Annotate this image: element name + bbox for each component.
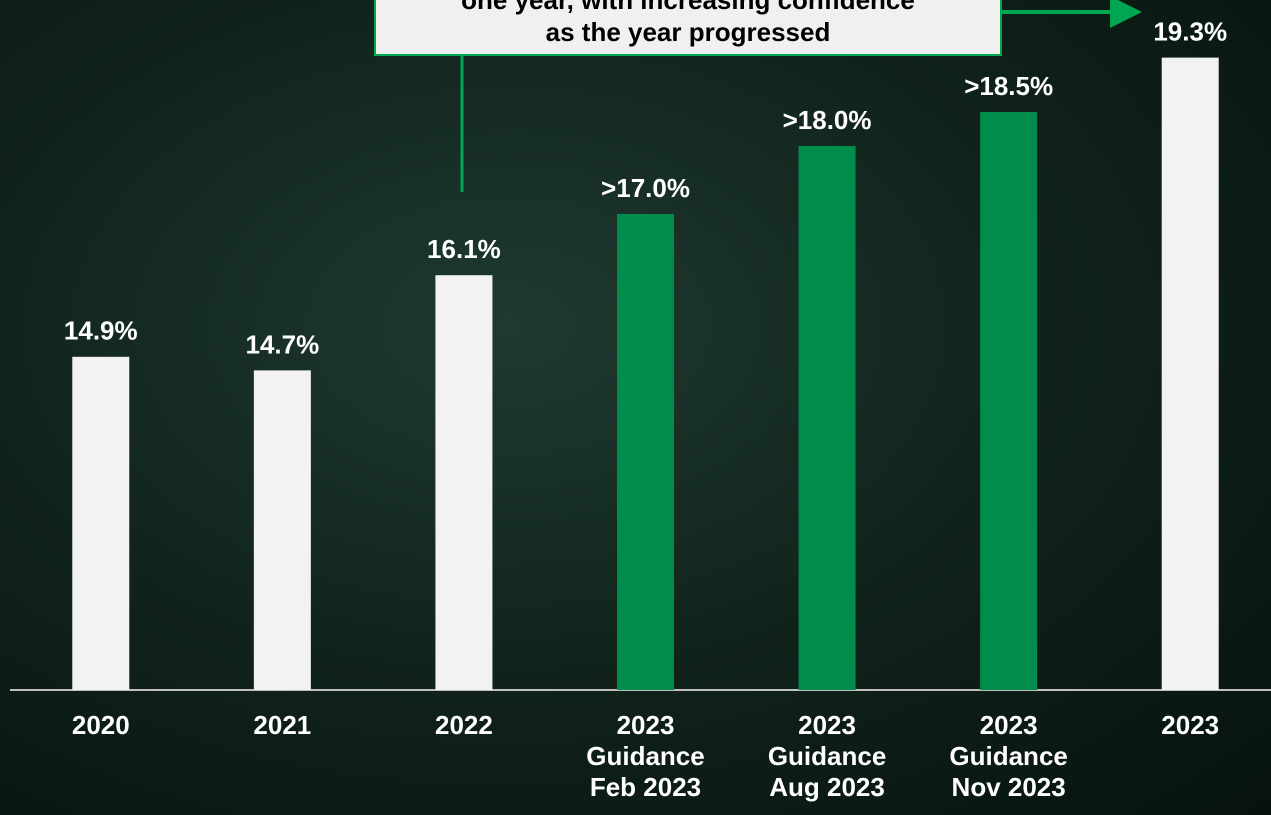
value-label: >17.0% [601, 173, 690, 203]
x-tick-label: 2023 Guidance Nov 2023 [949, 710, 1068, 802]
x-tick-label: 2021 [253, 710, 312, 740]
x-tick-label: 2022 [435, 710, 493, 740]
bar [435, 275, 493, 690]
value-label: >18.5% [964, 71, 1053, 101]
x-tick-label: 2023 Guidance Feb 2023 [586, 710, 705, 802]
value-label: 14.9% [64, 316, 138, 346]
value-label: >18.0% [783, 105, 872, 135]
bar [617, 214, 674, 690]
value-label: 14.7% [245, 329, 319, 359]
bar [1161, 57, 1219, 691]
annotation-text: as the year progressed [546, 17, 831, 47]
bar [798, 146, 856, 690]
x-tick-label: 2023 [1161, 710, 1220, 740]
x-tick-label: 2020 [71, 710, 130, 740]
x-tick-label: 2023 Guidance Aug 2023 [767, 710, 887, 802]
bar [253, 370, 311, 690]
value-label: 16.1% [427, 234, 501, 264]
annotation-text: one year, with increasing confidence [461, 0, 915, 15]
annotation-box [374, 0, 1002, 56]
value-label: 19.3% [1153, 16, 1227, 46]
bar [72, 356, 130, 690]
bar [980, 112, 1038, 690]
